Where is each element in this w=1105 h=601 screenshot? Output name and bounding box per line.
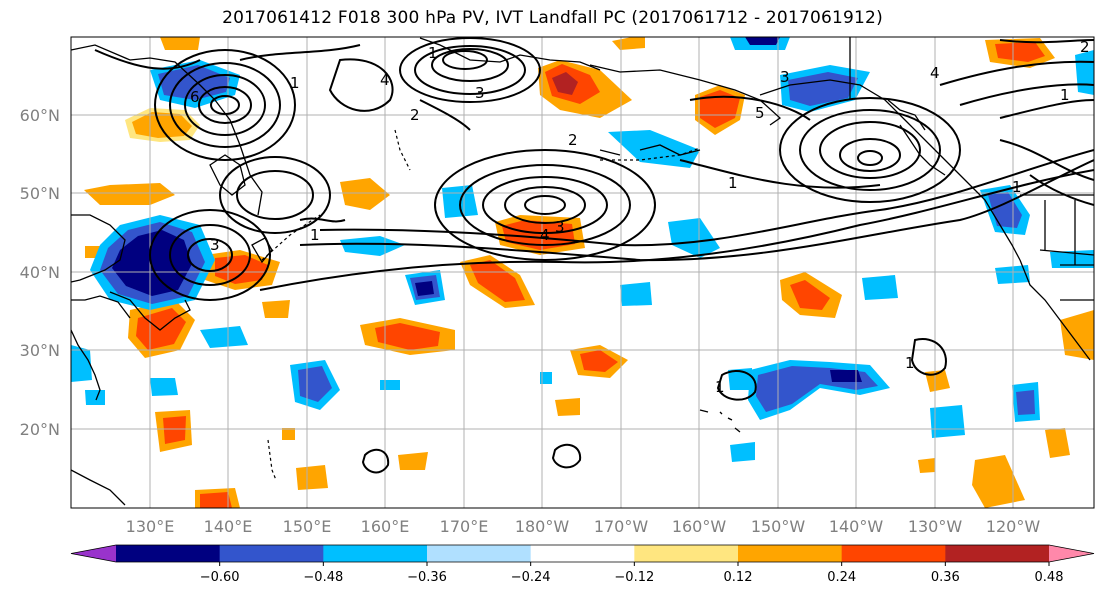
colorbar-outline [70,544,1095,563]
contour-label: 1 [715,378,725,396]
colorbar-tick-label: −0.12 [614,570,654,585]
lon-label: 160°W [672,517,727,536]
contour-label: 1 [728,174,738,192]
contour-labels: 1 2 3 4 5 6 1 2 3 4 1 2 3 4 1 3 1 1 1 1 [190,38,1090,396]
longitude-labels: 130°E 140°E 150°E 160°E 170°E 180°W 170°… [126,517,1041,536]
colorbar-segment [219,545,324,562]
contour-label: 1 [1060,86,1070,104]
contour-label: 5 [755,104,765,122]
contour-label: 1 [905,354,915,372]
contour-label: 4 [540,226,550,244]
colorbar-segment [634,545,739,562]
contour-label: 1 [290,74,300,92]
colorbar-segment [116,545,221,562]
contour-label: 3 [475,84,485,102]
lon-label: 130°W [908,517,963,536]
contour-label: 1 [1012,178,1022,196]
lat-label: 50°N [20,184,60,203]
contour-label: 3 [555,218,565,236]
lat-label: 30°N [20,341,60,360]
colorbar-segment [841,545,946,562]
colorbar-segment [530,545,635,562]
colorbar-segment [427,545,532,562]
lon-label: 150°E [283,517,332,536]
lon-label: 160°E [361,517,410,536]
lat-label: 60°N [20,106,60,125]
contour-label: 2 [568,131,578,149]
map-frame [70,36,1095,509]
lon-label: 140°E [204,517,253,536]
contour-label: 3 [780,68,790,86]
colorbar-tick-label: −0.36 [407,570,447,585]
contour-label: 2 [1080,38,1090,56]
colorbar-tick-label: 0.24 [827,570,856,585]
contour-label: 2 [410,106,420,124]
colorbar-tick-label: −0.24 [511,570,551,585]
contour-label: 1 [310,226,320,244]
map-title: 2017061412 F018 300 hPa PV, IVT Landfall… [222,8,883,28]
lon-label: 170°W [594,517,649,536]
lon-label: 130°E [126,517,175,536]
colorbar: −0.60 −0.48 −0.36 −0.24 −0.12 0.12 0.24 0.36 0.4… [70,544,1095,585]
colorbar-extend-low [71,545,116,562]
contour-label: 6 [190,88,200,106]
colorbar-tick-label: −0.60 [200,570,240,585]
pv-contours [94,37,1094,474]
lon-label: 170°E [440,517,489,536]
contour-label: 3 [210,236,220,254]
colorbar-tick-label: 0.36 [931,570,960,585]
contour-label: 4 [930,64,940,82]
colorbar-segment [945,545,1050,562]
lon-label: 180°W [515,517,570,536]
lon-label: 150°W [751,517,806,536]
contour-label: 1 [428,44,438,62]
colorbar-tick-label: −0.48 [303,570,343,585]
island-chains [261,129,701,481]
contour-label: 4 [380,71,390,89]
colorbar-tick-label: 0.12 [724,570,753,585]
colorbar-extend-high [1049,545,1094,562]
lat-label: 40°N [20,263,60,282]
lon-label: 120°W [986,517,1041,536]
colorbar-tick-label: 0.48 [1035,570,1064,585]
colorbar-segment [738,545,843,562]
colorbar-segment [323,545,428,562]
lon-label: 140°W [829,517,884,536]
latitude-labels: 60°N 50°N 40°N 30°N 20°N [20,106,60,439]
lat-label: 20°N [20,420,60,439]
